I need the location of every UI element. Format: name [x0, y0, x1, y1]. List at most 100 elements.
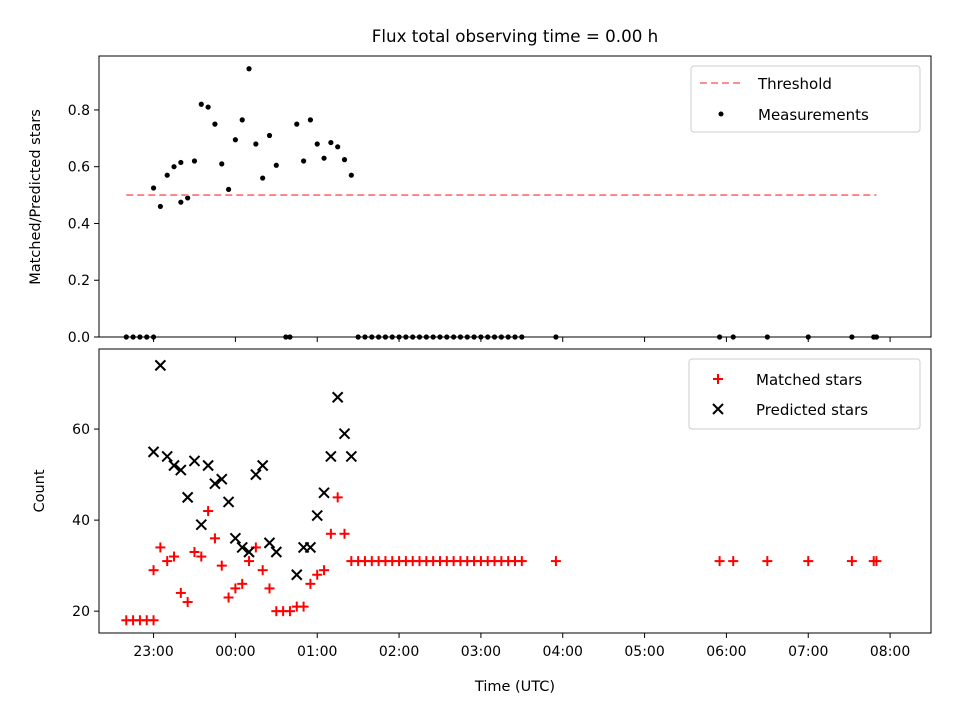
- predicted-star-point: [311, 509, 323, 522]
- measurement-point: [178, 159, 184, 166]
- predicted-star-point: [216, 473, 228, 485]
- matched-star-point: [244, 556, 255, 567]
- predicted-star-point: [195, 518, 208, 531]
- matched-star-point: [196, 551, 207, 562]
- bottom-x-label: Time (UTC): [474, 679, 555, 695]
- measurement-point: [253, 141, 259, 147]
- predicted-star-point: [270, 546, 283, 558]
- top-y-tick-label: 0.0: [68, 330, 90, 346]
- predicted-star-point: [154, 359, 167, 372]
- matched-star-point: [332, 492, 343, 503]
- chart-title: Flux total observing time = 0.00 h: [372, 26, 658, 46]
- matched-star-point: [230, 583, 241, 594]
- predicted-star-point: [256, 459, 269, 472]
- legend-predicted-swatch: [712, 403, 724, 415]
- matched-star-point: [169, 551, 180, 562]
- top-panel: 0.00.20.40.60.8 Matched/Predicted stars …: [28, 55, 932, 346]
- matched-star-point: [209, 533, 220, 544]
- measurement-point: [191, 158, 198, 164]
- matched-star-point: [189, 546, 200, 557]
- predicted-star-point: [325, 450, 337, 463]
- measurement-point: [150, 185, 157, 191]
- x-tick-label: 06:00: [706, 644, 746, 660]
- measurement-point: [335, 144, 341, 150]
- measurement-point: [348, 172, 354, 178]
- top-legend-box: [690, 65, 921, 133]
- bottom-legend: Matched stars Predicted stars: [688, 358, 921, 430]
- measurement-point: [341, 157, 348, 163]
- matched-star-point: [846, 556, 857, 567]
- bottom-legend-box: [688, 358, 921, 430]
- matched-star-point: [298, 601, 309, 612]
- predicted-star-point: [161, 450, 173, 463]
- measurement-point: [239, 117, 245, 123]
- predicted-star-point: [304, 541, 317, 554]
- measurement-point: [307, 117, 314, 123]
- bottom-y-ticks: 20 40 60: [72, 422, 99, 620]
- legend-measurements-swatch: [718, 111, 724, 117]
- matched-star-point: [312, 569, 323, 580]
- matched-star-point: [305, 578, 316, 589]
- x-tick-label: 07:00: [788, 644, 828, 660]
- measurement-point: [321, 155, 327, 161]
- measurement-point: [260, 175, 266, 181]
- predicted-star-point: [188, 455, 201, 467]
- predicted-star-point: [229, 532, 242, 545]
- measurement-point: [300, 158, 307, 164]
- predicted-star-point: [345, 450, 358, 463]
- predicted-star-point: [147, 446, 160, 458]
- matched-star-point: [762, 556, 773, 567]
- measurement-point: [314, 141, 320, 147]
- x-tick-label: 00:00: [215, 644, 255, 660]
- x-tick-label: 01:00: [297, 644, 337, 660]
- measurement-point: [185, 195, 191, 201]
- predicted-star-point: [291, 569, 303, 581]
- matched-star-point: [284, 606, 295, 617]
- legend-matched-label: Matched stars: [756, 371, 862, 389]
- predicted-star-point: [181, 491, 194, 504]
- measurement-point: [328, 139, 334, 146]
- matched-star-point: [237, 578, 248, 589]
- bottom-y-tick-label: 20: [72, 604, 90, 620]
- matched-star-point: [319, 565, 330, 576]
- top-legend: Threshold Measurements: [690, 65, 921, 133]
- matched-star-point: [148, 615, 159, 626]
- top-axes-frame: [98, 55, 932, 338]
- measurement-point: [205, 104, 211, 110]
- matched-star-point: [264, 583, 275, 594]
- top-y-tick-label: 0.4: [68, 216, 90, 232]
- predicted-star-point: [209, 478, 221, 490]
- x-tick-label: 08:00: [870, 644, 910, 660]
- bottom-axes-frame: [98, 348, 932, 634]
- matched-star-point: [728, 556, 739, 567]
- measurement-point: [164, 172, 170, 178]
- matched-star-point: [257, 565, 268, 576]
- top-y-ticks: 0.0 0.2 0.4 0.6 0.8: [68, 103, 99, 346]
- matched-star-point: [339, 528, 350, 539]
- matched-star-point: [223, 592, 234, 603]
- matched-star-point: [182, 597, 193, 608]
- measurement-point: [266, 132, 273, 139]
- bottom-x-ticks: 23:00 00:00 01:00 02:00 03:00 04:00 05:00 06:00…: [133, 633, 910, 660]
- legend-matched-swatch: [713, 374, 723, 384]
- matched-star-point: [175, 587, 186, 598]
- legend-measurements-label: Measurements: [758, 106, 869, 124]
- measurement-point: [171, 164, 177, 170]
- matched-star-point: [203, 506, 214, 517]
- measurement-point: [219, 161, 225, 167]
- predicted-star-point: [318, 487, 330, 499]
- measurement-point: [178, 199, 184, 205]
- measurement-point: [225, 186, 232, 193]
- x-tick-label: 03:00: [461, 644, 501, 660]
- predicted-star-point: [243, 546, 255, 558]
- measurement-point: [198, 101, 204, 107]
- measurement-point: [212, 121, 218, 127]
- matched-star-point: [148, 565, 159, 576]
- matched-star-point: [325, 528, 336, 539]
- top-y-tick-label: 0.2: [68, 273, 90, 289]
- matched-star-point: [871, 556, 882, 567]
- predicted-star-point: [175, 464, 187, 476]
- matched-star-point: [714, 556, 725, 567]
- x-tick-label: 02:00: [379, 644, 419, 660]
